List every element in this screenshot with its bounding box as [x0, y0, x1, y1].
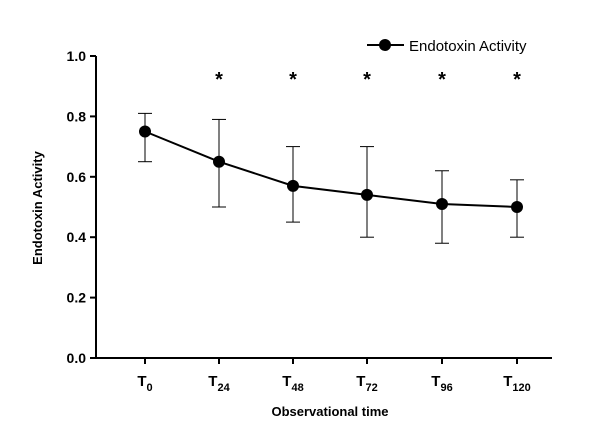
data-point — [287, 179, 299, 192]
significance-marker: * — [513, 69, 521, 91]
y-tick-label: 0.8 — [67, 108, 87, 124]
plot-area: * * * * * — [138, 69, 524, 244]
data-point — [139, 125, 151, 138]
x-tick-label-base: T — [137, 373, 146, 390]
data-point — [511, 201, 523, 213]
x-tick-label: T120 — [503, 373, 531, 394]
x-tick-label-subscript: 120 — [512, 382, 530, 394]
data-point — [213, 155, 225, 168]
x-tick-label-subscript: 48 — [291, 382, 303, 394]
y-tick-label: 0.6 — [67, 169, 87, 185]
legend: Endotoxin Activity — [367, 38, 527, 55]
y-tick-label: 0.2 — [67, 290, 87, 306]
legend-marker — [379, 39, 391, 51]
x-tick-label: T96 — [431, 373, 452, 394]
x-tick-label-base: T — [431, 373, 440, 390]
x-axis-title: Observational time — [271, 404, 388, 419]
x-tick-label-base: T — [356, 373, 365, 390]
x-tick-label-subscript: 24 — [217, 382, 230, 394]
x-tick-label-subscript: 0 — [147, 382, 153, 394]
significance-marker: * — [438, 69, 446, 91]
x-tick-label: T72 — [356, 373, 377, 394]
legend-label: Endotoxin Activity — [409, 38, 527, 55]
x-tick-label-base: T — [503, 373, 512, 390]
significance-marker: * — [289, 69, 297, 91]
x-tick-label-subscript: 96 — [440, 382, 452, 394]
x-tick-label: T48 — [282, 373, 303, 394]
x-tick-label-base: T — [282, 373, 291, 390]
y-tick-label: 1.0 — [67, 48, 87, 64]
x-tick-label-subscript: 72 — [365, 382, 377, 394]
data-point — [361, 188, 373, 201]
x-axis: T0 T24 T48 T72 T96 T120 — [96, 357, 552, 394]
x-tick-label: T0 — [137, 373, 152, 394]
significance-marker: * — [215, 69, 223, 91]
y-tick-label: 0.0 — [67, 350, 87, 366]
y-axis-title: Endotoxin Activity — [30, 150, 45, 264]
series-line — [144, 130, 518, 208]
x-tick-label-base: T — [208, 373, 217, 390]
x-tick-label: T24 — [208, 373, 230, 394]
significance-marker: * — [363, 69, 371, 91]
y-axis: 0.0 0.2 0.4 0.6 0.8 1.0 — [67, 48, 97, 366]
y-tick-label: 0.4 — [67, 229, 87, 245]
data-point — [436, 197, 448, 210]
